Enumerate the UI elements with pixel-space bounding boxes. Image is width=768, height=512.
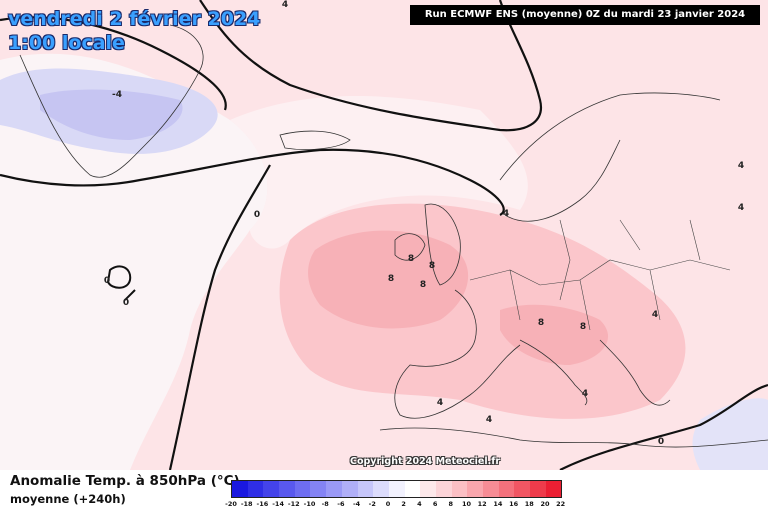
legend-subtitle: moyenne (+240h) <box>10 492 126 506</box>
scale-tick-label: 18 <box>524 500 534 508</box>
forecast-time: 1:00 locale <box>8 32 125 54</box>
scale-tick-label: -2 <box>368 500 376 508</box>
label-russia-4b: 4 <box>738 203 744 213</box>
label-atlantic-0c: 0 <box>123 298 129 308</box>
scale-swatch <box>498 481 515 497</box>
scale-tick-label: -8 <box>321 500 329 508</box>
scale-swatch <box>263 481 280 497</box>
scale-tick-label: -12 <box>287 500 300 508</box>
contour-0-north <box>0 16 227 111</box>
scale-swatch <box>310 481 327 497</box>
coastline-iceland <box>279 130 351 150</box>
color-scale <box>231 480 563 498</box>
contour-0-island <box>106 265 132 289</box>
label-atlantic-0b: 0 <box>104 276 110 286</box>
scale-tick-label: 22 <box>556 500 566 508</box>
scale-swatch <box>247 481 264 497</box>
scale-tick-label: 2 <box>401 500 406 508</box>
label-north-sea-4: 4 <box>503 209 509 219</box>
scale-swatch <box>373 481 389 497</box>
copyright-notice: Copyright 2024 Meteociel.fr <box>350 456 501 467</box>
scale-tick-label: -14 <box>272 500 284 508</box>
label-top-4: 4 <box>282 0 288 10</box>
label-africa-0: 0 <box>658 437 664 447</box>
neutral-zone-north-atlantic <box>230 96 528 249</box>
scale-tick-label: 14 <box>493 500 503 508</box>
label-ireland-8c: 8 <box>388 274 394 284</box>
coastline-britain <box>424 203 461 286</box>
scale-tick-label: -20 <box>225 500 237 508</box>
label-ireland-8b: 8 <box>429 261 435 271</box>
forecast-date: vendredi 2 février 2024 <box>8 8 261 30</box>
contour-0-arctic <box>199 0 543 132</box>
legend-bar: Anomalie Temp. à 850hPa (°C) moyenne (+2… <box>0 470 768 512</box>
coastline-scandinavia <box>499 92 721 222</box>
scale-tick-label: 12 <box>477 500 487 508</box>
coastline-greenland <box>19 24 204 178</box>
scale-swatch <box>294 481 311 497</box>
contour-0-tick <box>124 289 136 301</box>
coastline-italy-balkans <box>519 339 671 406</box>
coastline-iberia-france <box>394 289 521 419</box>
scale-swatch <box>326 481 342 497</box>
scale-tick-label: -18 <box>240 500 253 508</box>
scale-swatch <box>435 481 452 497</box>
color-scale-labels: -20 -18 -16 -14 -12 -10 -8 -6 -4 -2 0 2 4 6 8 10 12 14 16 1… <box>225 500 566 510</box>
contour-0-south <box>559 383 768 470</box>
scale-swatch <box>420 481 436 497</box>
scale-tick-label: -10 <box>303 500 316 508</box>
model-run-info: Run ECMWF ENS (moyenne) 0Z du mardi 23 j… <box>410 5 760 25</box>
scale-swatch <box>388 481 405 497</box>
scale-tick-label: 16 <box>509 500 519 508</box>
label-iberia-4: 4 <box>437 398 443 408</box>
scale-tick-label: -6 <box>337 500 345 508</box>
neutral-zone-west <box>0 53 268 470</box>
label-russia-4a: 4 <box>738 161 744 171</box>
country-borders <box>469 219 731 331</box>
scale-swatch <box>404 481 421 497</box>
warm-anomaly-core-south <box>500 304 609 365</box>
coastline-north-africa <box>379 427 768 448</box>
scale-swatch <box>483 481 499 497</box>
scale-swatch <box>279 481 295 497</box>
contour-0-atlantic <box>0 148 505 216</box>
coastline-ireland <box>394 233 426 261</box>
label-ireland-8a: 8 <box>408 254 414 264</box>
scale-tick-label: 20 <box>540 500 550 508</box>
contour-0-mid-atlantic <box>168 164 271 470</box>
scale-tick-label: -16 <box>256 500 269 508</box>
scale-tick-label: -4 <box>352 500 361 508</box>
scale-tick-label: 8 <box>448 500 454 508</box>
label-atlantic-0a: 0 <box>254 210 260 220</box>
label-balkans-8: 8 <box>580 322 586 332</box>
label-greece-4: 4 <box>582 389 588 399</box>
label-romania-4: 4 <box>652 310 658 320</box>
legend-title: Anomalie Temp. à 850hPa (°C) <box>10 473 240 489</box>
warm-anomaly-core-west <box>308 230 469 329</box>
scale-swatch <box>232 481 248 497</box>
scale-tick-label: 4 <box>417 500 422 508</box>
scale-swatch <box>341 481 358 497</box>
scale-tick-label: 10 <box>461 500 472 508</box>
cold-anomaly-southeast <box>692 398 768 470</box>
scale-swatch <box>451 481 468 497</box>
label-alps-8: 8 <box>538 318 544 328</box>
scale-swatch <box>514 481 531 497</box>
scale-swatch <box>357 481 374 497</box>
scale-swatch <box>530 481 546 497</box>
scale-swatch <box>545 481 562 497</box>
label-greenland-neg4: -4 <box>112 90 122 100</box>
scale-swatch <box>467 481 483 497</box>
cold-anomaly-core <box>40 89 183 140</box>
scale-tick-label: 6 <box>432 500 438 508</box>
scale-tick-label: 0 <box>385 500 391 508</box>
label-england-8: 8 <box>420 280 426 290</box>
label-med-4: 4 <box>486 415 492 425</box>
